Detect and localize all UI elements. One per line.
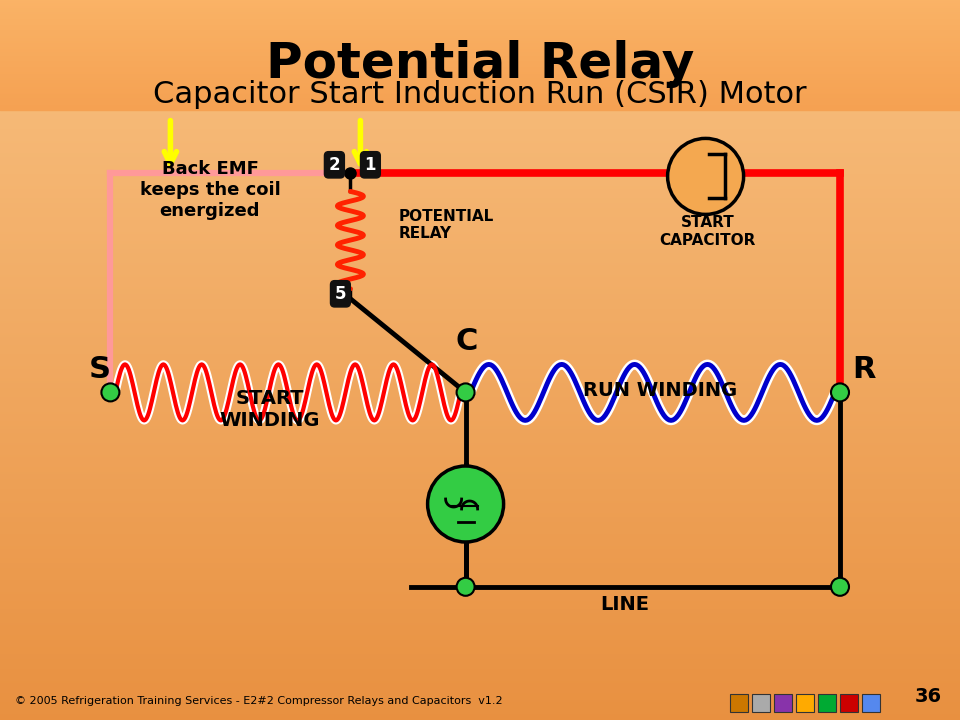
Text: RUN WINDING: RUN WINDING <box>583 380 737 400</box>
FancyBboxPatch shape <box>774 694 792 712</box>
FancyBboxPatch shape <box>862 694 880 712</box>
Text: Back EMF
keeps the coil
energized: Back EMF keeps the coil energized <box>139 161 280 220</box>
Text: Capacitor Start Induction Run (CSIR) Motor: Capacitor Start Induction Run (CSIR) Mot… <box>154 80 806 109</box>
FancyBboxPatch shape <box>840 694 858 712</box>
Text: Potential Relay: Potential Relay <box>266 40 694 88</box>
Text: 36: 36 <box>915 687 942 706</box>
Text: START
WINDING: START WINDING <box>220 390 321 431</box>
Circle shape <box>457 577 474 596</box>
Text: R: R <box>852 356 876 384</box>
Text: C: C <box>456 328 478 356</box>
Circle shape <box>102 383 119 401</box>
FancyBboxPatch shape <box>730 694 748 712</box>
Text: LINE: LINE <box>601 595 650 614</box>
Circle shape <box>831 577 849 596</box>
Text: 1: 1 <box>365 156 376 174</box>
FancyBboxPatch shape <box>796 694 814 712</box>
Circle shape <box>457 383 474 401</box>
Text: © 2005 Refrigeration Training Services - E2#2 Compressor Relays and Capacitors  : © 2005 Refrigeration Training Services -… <box>15 696 503 706</box>
Text: S: S <box>88 356 110 384</box>
Text: POTENTIAL
RELAY: POTENTIAL RELAY <box>398 209 493 241</box>
Circle shape <box>427 466 504 542</box>
Circle shape <box>667 138 744 215</box>
Text: START
CAPACITOR: START CAPACITOR <box>660 215 756 248</box>
Circle shape <box>831 383 849 401</box>
Text: 2: 2 <box>328 156 340 174</box>
FancyBboxPatch shape <box>752 694 770 712</box>
FancyBboxPatch shape <box>818 694 836 712</box>
Text: 5: 5 <box>335 285 347 303</box>
